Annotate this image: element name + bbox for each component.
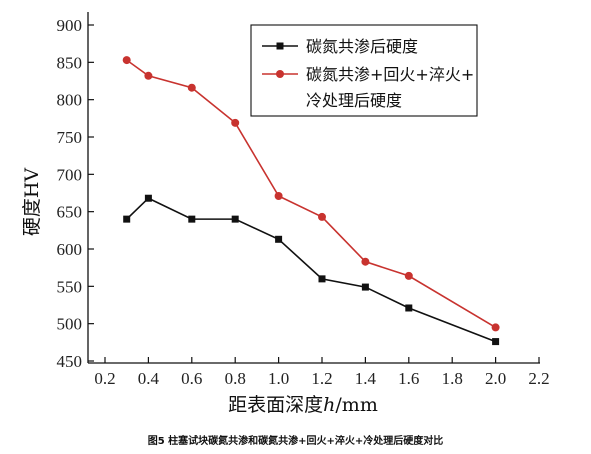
series-1-point xyxy=(231,215,239,223)
y-tick-label: 700 xyxy=(57,165,83,184)
x-axis-label-var: h xyxy=(323,394,335,416)
x-tick-label: 0.6 xyxy=(181,369,202,388)
x-tick-label: 2.0 xyxy=(485,369,506,388)
series-1-line xyxy=(126,197,496,343)
x-axis-label: 距表面深度h/mm xyxy=(228,394,378,416)
series-1-point xyxy=(318,275,326,283)
x-tick-label: 0.4 xyxy=(138,369,160,388)
legend-box xyxy=(250,24,478,117)
y-axis-label: 硬度HV xyxy=(21,168,43,237)
series-2-point xyxy=(231,118,240,127)
series-1-point xyxy=(361,283,369,291)
series-2-point xyxy=(361,257,370,266)
series-2-point xyxy=(318,212,326,221)
series-1-point xyxy=(144,194,152,202)
series-2-point xyxy=(491,323,500,332)
x-tick-label: 0.2 xyxy=(94,369,115,388)
series-2-point xyxy=(144,71,153,80)
y-tick-label: 900 xyxy=(57,16,83,35)
y-tick-label: 650 xyxy=(57,203,83,222)
x-axis-label-prefix: 距表面深度 xyxy=(228,394,323,416)
x-axis-label-suffix: /mm xyxy=(335,394,377,416)
series-layer xyxy=(122,56,500,346)
legend-marker-series-1 xyxy=(276,42,284,50)
x-ticks: 0.2 0.4 0.6 0.8 1.0 1.2 1.4 1.6 1.8 2.0 2.2 xyxy=(94,357,550,388)
y-tick-label: 800 xyxy=(57,91,83,110)
series-1-point xyxy=(405,304,413,312)
y-tick-label: 450 xyxy=(57,352,83,371)
series-2-point xyxy=(274,191,283,200)
y-tick-label: 550 xyxy=(57,277,83,296)
x-tick-label: 0.8 xyxy=(225,369,246,388)
legend-label-series-1: 碳氮共渗后硬度 xyxy=(306,37,418,56)
legend-label-series-2-line-1: 碳氮共渗+回火+淬火+ xyxy=(306,65,474,84)
legend-label-series-2-line-2: 冷处理后硬度 xyxy=(306,91,402,110)
series-1-point xyxy=(492,338,500,346)
axes xyxy=(87,12,540,364)
x-tick-label: 1.6 xyxy=(398,369,419,388)
y-tick-label: 500 xyxy=(57,315,83,334)
y-tick-label: 750 xyxy=(57,128,83,147)
y-tick-label: 850 xyxy=(57,53,83,72)
y-tick-label: 600 xyxy=(57,240,83,259)
x-tick-label: 2.2 xyxy=(528,369,549,388)
series-2-point xyxy=(122,56,131,65)
legend: 碳氮共渗后硬度 碳氮共渗+回火+淬火+ 冷处理后硬度 xyxy=(250,24,478,117)
x-tick-label: 1.2 xyxy=(311,369,332,388)
y-ticks: 450 500 550 600 650 700 750 800 850 900 xyxy=(57,16,94,371)
series-2-point xyxy=(404,271,413,280)
series-1-point xyxy=(188,215,196,223)
x-tick-label: 1.4 xyxy=(355,369,377,388)
figure-caption: 图5 柱塞试块碳氮共渗和碳氮共渗+回火+淬火+冷处理后硬度对比 xyxy=(147,436,444,447)
series-1-point xyxy=(123,215,131,223)
x-tick-label: 1.8 xyxy=(442,369,463,388)
legend-marker-series-2 xyxy=(276,70,284,78)
series-1-point xyxy=(275,235,283,243)
x-tick-label: 1.0 xyxy=(268,369,289,388)
series-2-point xyxy=(187,83,196,92)
